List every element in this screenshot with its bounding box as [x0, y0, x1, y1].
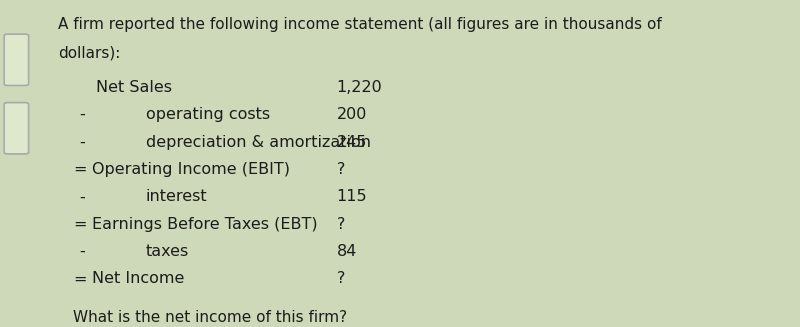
Text: 84: 84 — [337, 244, 357, 259]
Text: operating costs: operating costs — [146, 107, 270, 122]
FancyBboxPatch shape — [4, 34, 29, 85]
Text: 115: 115 — [337, 189, 367, 204]
Text: -: - — [79, 107, 85, 122]
Text: =: = — [73, 217, 86, 232]
FancyBboxPatch shape — [4, 103, 29, 154]
Text: interest: interest — [146, 189, 207, 204]
Text: 1,220: 1,220 — [337, 80, 382, 95]
Text: Net Income: Net Income — [92, 271, 185, 286]
Text: ?: ? — [337, 271, 345, 286]
Text: Operating Income (EBIT): Operating Income (EBIT) — [92, 162, 290, 177]
Text: 245: 245 — [337, 134, 367, 149]
Text: What is the net income of this firm?: What is the net income of this firm? — [73, 310, 347, 325]
Text: -: - — [79, 134, 85, 149]
Text: Net Sales: Net Sales — [96, 80, 172, 95]
Text: -: - — [79, 189, 85, 204]
Text: ?: ? — [337, 217, 345, 232]
Text: Earnings Before Taxes (EBT): Earnings Before Taxes (EBT) — [92, 217, 318, 232]
Text: =: = — [73, 271, 86, 286]
Text: dollars):: dollars): — [58, 45, 120, 60]
Text: taxes: taxes — [146, 244, 189, 259]
Text: 200: 200 — [337, 107, 367, 122]
Text: A firm reported the following income statement (all figures are in thousands of: A firm reported the following income sta… — [58, 17, 662, 32]
Text: depreciation & amortization: depreciation & amortization — [146, 134, 370, 149]
Text: ?: ? — [337, 162, 345, 177]
Text: -: - — [79, 244, 85, 259]
Text: =: = — [73, 162, 86, 177]
